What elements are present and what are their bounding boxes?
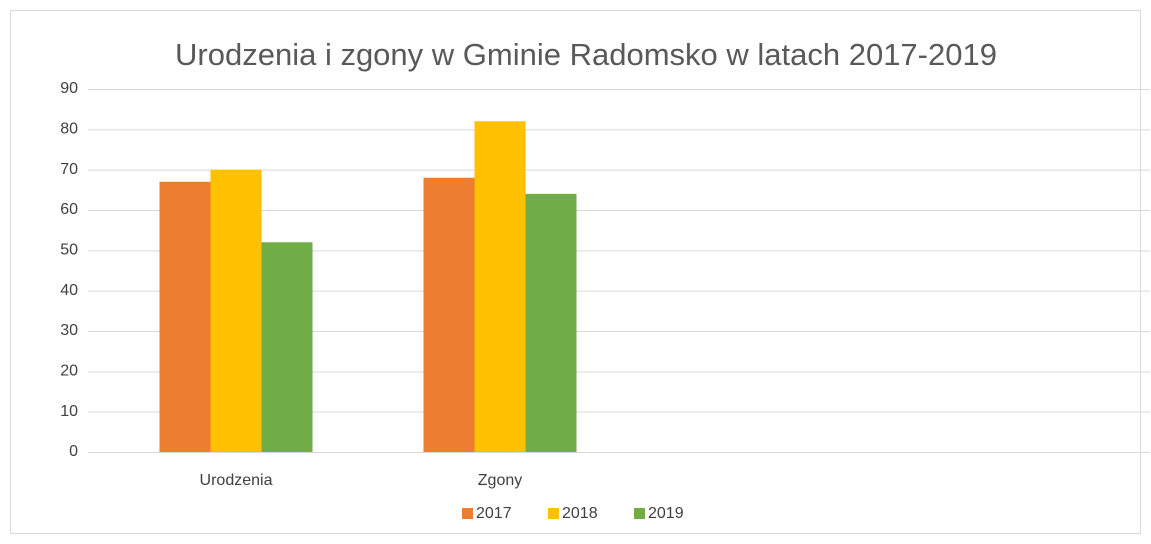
x-tick-label: Urodzenia (200, 472, 273, 489)
y-tick-label: 10 (60, 403, 78, 420)
y-tick-label: 20 (60, 363, 78, 380)
y-tick-label: 30 (60, 322, 78, 339)
x-tick-label: Zgony (478, 472, 522, 489)
bar (261, 242, 313, 452)
legend-swatch (462, 508, 473, 519)
y-tick-label: 60 (60, 201, 78, 218)
legend-label: 2019 (648, 505, 684, 522)
legend-swatch (548, 508, 559, 519)
y-tick-label: 90 (60, 80, 78, 97)
bar (159, 181, 211, 452)
y-tick-label: 80 (60, 121, 78, 138)
y-tick-label: 40 (60, 282, 78, 299)
bar (423, 177, 475, 452)
bar (210, 169, 262, 452)
y-tick-label: 0 (69, 443, 78, 460)
legend-swatch (634, 508, 645, 519)
bar (525, 193, 577, 452)
legend-label: 2017 (476, 505, 512, 522)
chart-title: Urodzenia i zgony w Gminie Radomsko w la… (175, 37, 997, 72)
y-tick-label: 70 (60, 161, 78, 178)
legend-label: 2018 (562, 505, 598, 522)
bar (474, 121, 526, 453)
y-tick-label: 50 (60, 242, 78, 259)
